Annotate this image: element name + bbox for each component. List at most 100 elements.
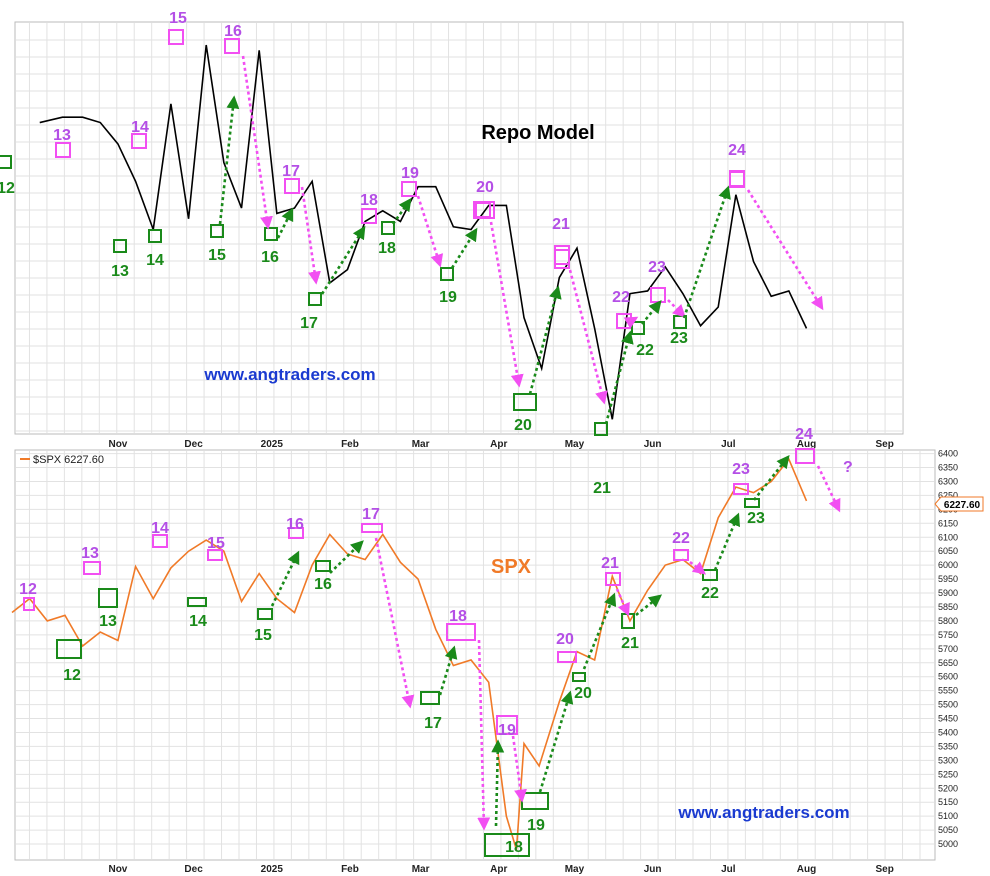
green-label: 19: [439, 289, 457, 306]
y-tick-label: 5600: [938, 672, 958, 682]
repo-grid: Nov Dec 2025 Feb Mar Apr May Jun Jul Aug Sep: [16, 23, 904, 450]
pink-arrow: [374, 537, 415, 709]
green-box: [513, 393, 537, 411]
pink-box: [55, 142, 71, 158]
green-box: [98, 588, 118, 608]
green-arrow: [604, 330, 634, 425]
spx-panel: [14, 449, 936, 861]
pink-box: [361, 208, 377, 224]
green-label: 19: [527, 817, 545, 834]
y-tick-label: 6250: [938, 490, 958, 500]
green-label: 14: [189, 613, 207, 630]
series-lines: [11, 44, 808, 850]
pink-box: [207, 549, 223, 561]
y-tick-label: 5150: [938, 797, 958, 807]
green-box: [56, 639, 82, 659]
green-box: [308, 292, 322, 306]
pink-arrow: [816, 465, 841, 513]
green-label: 17: [300, 315, 318, 332]
pink-arrow: [300, 186, 321, 285]
y-tick-label: 5500: [938, 700, 958, 710]
pink-arrow: [568, 269, 608, 405]
green-label: 20: [574, 685, 592, 702]
green-label: 16: [314, 576, 332, 593]
green-label: 13: [111, 263, 129, 280]
green-box: [113, 239, 127, 253]
pink-label: 24: [728, 142, 746, 159]
pink-box: [446, 623, 476, 641]
pink-label: 15: [207, 535, 225, 552]
x-tick-label: Jul: [721, 439, 736, 450]
y-tick-label: 5000: [938, 839, 958, 849]
x-tick-label: Jul: [721, 864, 736, 875]
green-label: 12: [0, 180, 15, 197]
y-tick-label: 6300: [938, 476, 958, 486]
x-tick-label: Sep: [876, 864, 894, 875]
pink-box: [168, 29, 184, 45]
green-label: 22: [701, 585, 719, 602]
y-tick-label: 5250: [938, 769, 958, 779]
y-tick-label: 5700: [938, 644, 958, 654]
y-tick-label: 6150: [938, 518, 958, 528]
green-arrow: [329, 540, 364, 574]
pink-label: 23: [648, 259, 666, 276]
floating-label-21: 21: [593, 480, 611, 497]
green-box: [702, 569, 718, 581]
pink-box: [795, 448, 815, 464]
x-tick-label: Feb: [341, 439, 359, 450]
x-tick-label: Aug: [797, 439, 816, 450]
green-arrow: [635, 594, 663, 617]
x-tick-label: Apr: [490, 439, 507, 450]
pink-arrow: [746, 189, 824, 311]
pink-box: [83, 561, 101, 575]
pink-label: 20: [476, 179, 494, 196]
spx-line: [11, 457, 808, 850]
y-tick-label: 5050: [938, 825, 958, 835]
y-tick-label: 5350: [938, 741, 958, 751]
green-box: [187, 597, 207, 607]
green-label: 18: [378, 240, 396, 257]
x-tick-label: Jun: [644, 864, 662, 875]
pink-label: 14: [151, 520, 169, 537]
green-label: 17: [424, 715, 442, 732]
green-arrow: [270, 550, 300, 607]
x-tick-label: Dec: [184, 864, 203, 875]
green-box: [0, 155, 12, 169]
pink-label: 12: [19, 581, 37, 598]
green-label: 15: [254, 627, 272, 644]
green-arrow: [450, 227, 478, 269]
pink-box: [496, 715, 518, 735]
green-label: 21: [621, 635, 639, 652]
x-tick-label: Mar: [412, 864, 430, 875]
pink-label: 22: [672, 530, 690, 547]
pink-box: [401, 181, 417, 197]
pink-label: 14: [131, 119, 149, 136]
x-tick-label: Mar: [412, 439, 430, 450]
green-box: [315, 560, 331, 572]
pink-label: 22: [612, 289, 630, 306]
x-tick-label: Aug: [797, 864, 816, 875]
pink-label: 24: [795, 426, 813, 443]
spx-watermark: www.angtraders.com: [677, 803, 849, 822]
pink-box: [152, 534, 168, 548]
pink-box: [605, 572, 621, 586]
x-tick-label: 2025: [261, 864, 284, 875]
green-box: [594, 422, 608, 436]
pink-arrow: [667, 299, 686, 318]
y-tick-label: 5800: [938, 616, 958, 626]
pink-label: 15: [169, 10, 187, 27]
pink-label: 19: [498, 722, 516, 739]
pink-label: 19: [401, 165, 419, 182]
green-box: [420, 691, 440, 705]
pink-box: [23, 597, 35, 611]
pink-label: 21: [601, 555, 619, 572]
y-tick-label: 6100: [938, 532, 958, 542]
green-box: [257, 608, 273, 620]
x-tick-label: May: [565, 864, 585, 875]
green-label: 16: [261, 249, 279, 266]
pink-label: 13: [81, 545, 99, 562]
green-arrow: [682, 185, 731, 319]
pink-box: [473, 201, 495, 219]
y-tick-label: 5950: [938, 574, 958, 584]
